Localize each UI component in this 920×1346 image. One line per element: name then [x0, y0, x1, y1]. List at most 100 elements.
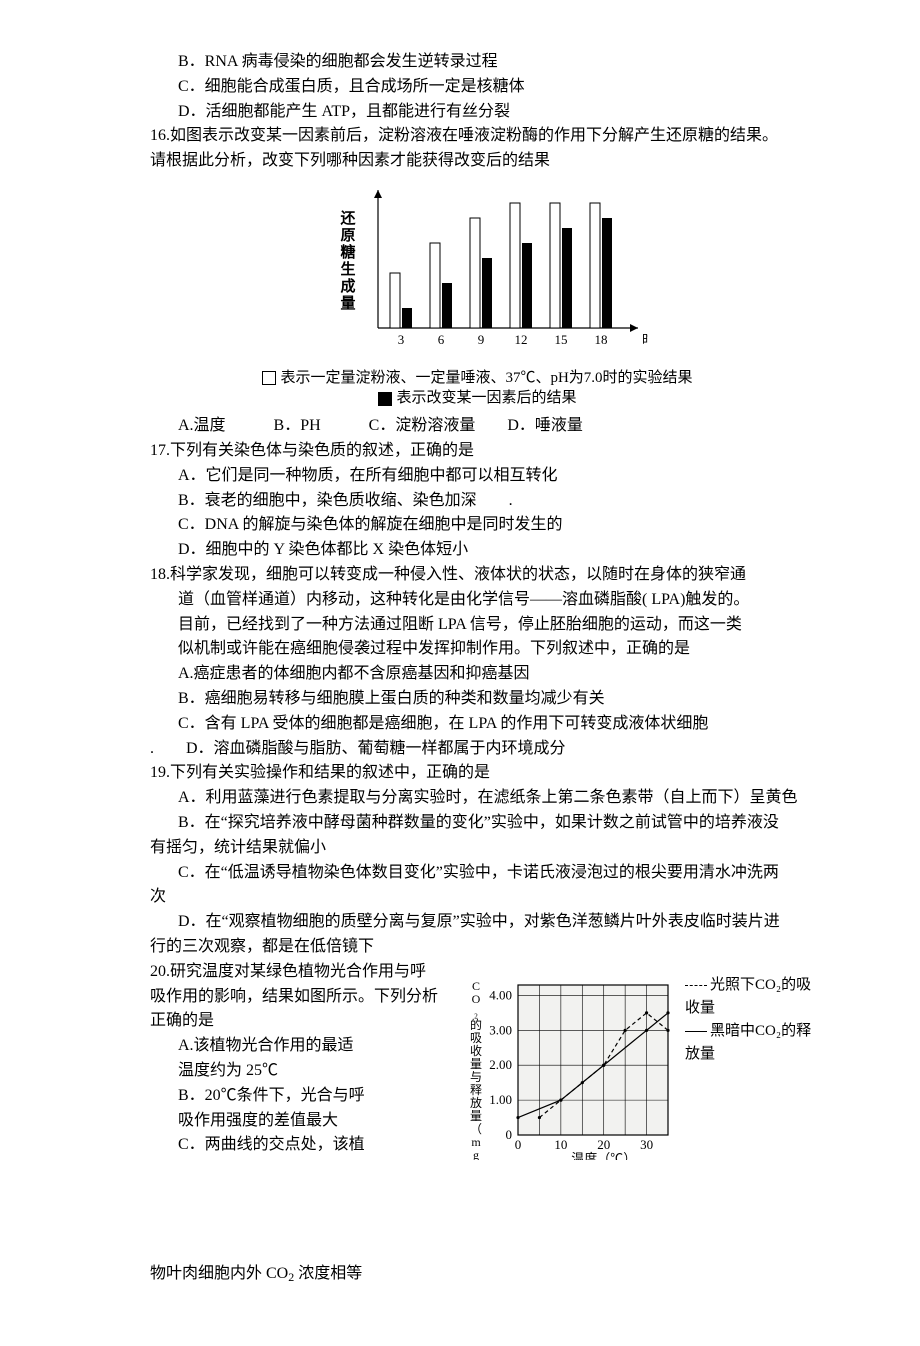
q20-right: 01.002.003.004.000102030温度（℃）CO₂的吸收量与释放量…: [450, 960, 805, 1262]
q18-stem-l2: 道（血管样通道）内移动，这种转化是由化学信号——溶血磷脂酸( LPA)触发的。: [150, 588, 805, 613]
svg-text:O: O: [472, 992, 481, 1006]
q19-option-b-l2: 有摇匀，统计结果就偏小: [150, 836, 805, 861]
svg-text:15: 15: [554, 332, 567, 347]
q20-stem-l3: 正确的是: [150, 1009, 450, 1034]
q20-stem-l1: 20.研究温度对某绿色植物光合作用与呼: [150, 960, 450, 985]
text: . D．溶血磷脂酸与脂肪、葡萄糖一样都属于内环境成分: [150, 740, 566, 757]
svg-text:量: 量: [470, 1109, 482, 1123]
legend-solid-text: 黑暗中CO₂的释放量: [685, 1023, 811, 1062]
q20-left: 20.研究温度对某绿色植物光合作用与呼 吸作用的影响，结果如图所示。下列分析 正…: [150, 960, 450, 1158]
text: C．含有 LPA 受体的细胞都是癌细胞，在 LPA 的作用下可转变成液体状细胞: [178, 715, 708, 732]
svg-text:温度（℃）: 温度（℃）: [571, 1151, 636, 1160]
text-post: 浓度相等: [294, 1265, 362, 1282]
svg-text:m: m: [471, 1135, 481, 1149]
svg-text:20: 20: [597, 1137, 610, 1152]
q18-option-b: B．癌细胞易转移与细胞膜上蛋白质的种类和数量均减少有关: [150, 687, 805, 712]
svg-text:18: 18: [594, 332, 607, 347]
svg-text:放: 放: [470, 1095, 482, 1110]
text: B．20℃条件下，光合与呼: [178, 1087, 365, 1104]
text: 16.如图表示改变某一因素前后，淀粉溶液在唾液淀粉酶的作用下分解产生还原糖的结果…: [150, 127, 778, 144]
svg-text:1.00: 1.00: [489, 1092, 512, 1107]
text: 17.下列有关染色体与染色质的叙述，正确的是: [150, 442, 474, 459]
text: 18.科学家发现，细胞可以转变成一种侵入性、液体状的状态，以随时在身体的狭窄通: [150, 566, 746, 583]
svg-text:生: 生: [340, 260, 355, 278]
svg-text:12: 12: [514, 332, 527, 347]
svg-text:9: 9: [477, 332, 484, 347]
svg-text:时间/分: 时间/分: [642, 332, 648, 347]
q20-row: 20.研究温度对某绿色植物光合作用与呼 吸作用的影响，结果如图所示。下列分析 正…: [150, 960, 805, 1262]
svg-text:10: 10: [554, 1137, 567, 1152]
legend-dash: 光照下CO₂的吸收量: [685, 974, 825, 1021]
svg-text:原: 原: [340, 227, 355, 244]
q20-legend: 光照下CO₂的吸收量 黑暗中CO₂的释放量: [685, 974, 825, 1067]
q20-option-b-l1: B．20℃条件下，光合与呼: [150, 1084, 450, 1109]
q19-option-a: A．利用蓝藻进行色素提取与分离实验时，在滤纸条上第二条色素带（自上而下）呈黄色: [150, 786, 805, 811]
svg-text:释: 释: [470, 1083, 482, 1097]
text: B．在“探究培养液中酵母菌种群数量的变化”实验中，如果计数之前试管中的培养液没: [178, 814, 779, 831]
legend-dash-text: 光照下CO₂的吸收量: [685, 977, 811, 1016]
text: B．衰老的细胞中，染色质收缩、染色加深 .: [178, 492, 513, 509]
q19-option-d-l1: D．在“观察植物细胞的质壁分离与复原”实验中，对紫色洋葱鳞片叶外表皮临时装片进: [150, 910, 805, 935]
text: C．细胞能合成蛋白质，且合成场所一定是核糖体: [178, 78, 525, 95]
text: 吸作用的影响，结果如图所示。下列分析: [150, 988, 438, 1005]
q16-chart: 还原糖生成量369121518时间/分: [150, 178, 805, 362]
q18-option-d: . D．溶血磷脂酸与脂肪、葡萄糖一样都属于内环境成分: [150, 737, 805, 762]
legend-black-text: 表示改变某一因素后的结果: [396, 390, 576, 406]
svg-text:量: 量: [470, 1057, 482, 1071]
q19-option-b-l1: B．在“探究培养液中酵母菌种群数量的变化”实验中，如果计数之前试管中的培养液没: [150, 811, 805, 836]
svg-text:0: 0: [515, 1137, 522, 1152]
q20-option-a-l2: 温度约为 25℃: [150, 1059, 450, 1084]
svg-text:g: g: [473, 1148, 479, 1160]
svg-text:4.00: 4.00: [489, 987, 512, 1002]
q19-stem: 19.下列有关实验操作和结果的叙述中，正确的是: [150, 761, 805, 786]
q18-stem-l4: 似机制或许能在癌细胞侵袭过程中发挥抑制作用。下列叙述中，正确的是: [150, 637, 805, 662]
svg-text:成: 成: [340, 277, 355, 295]
svg-text:3.00: 3.00: [489, 1022, 512, 1037]
text: 有摇匀，统计结果就偏小: [150, 839, 326, 856]
text: 道（血管样通道）内移动，这种转化是由化学信号——溶血磷脂酸( LPA)触发的。: [178, 591, 749, 608]
text: D．活细胞都能产生 ATP，且都能进行有丝分裂: [178, 103, 510, 120]
svg-text:的: 的: [470, 1017, 482, 1032]
text: D．在“观察植物细胞的质壁分离与复原”实验中，对紫色洋葱鳞片叶外表皮临时装片进: [178, 913, 780, 930]
q18-option-c: C．含有 LPA 受体的细胞都是癌细胞，在 LPA 的作用下可转变成液体状细胞: [150, 712, 805, 737]
q15-option-c: C．细胞能合成蛋白质，且合成场所一定是核糖体: [150, 75, 805, 100]
text: 温度约为 25℃: [178, 1062, 278, 1079]
text: 目前，已经找到了一种方法通过阻断 LPA 信号，停止胚胎细胞的运动，而这一类: [178, 616, 742, 633]
text: A.癌症患者的体细胞内都不含原癌基因和抑癌基因: [178, 665, 530, 682]
text: C．在“低温诱导植物染色体数目变化”实验中，卡诺氏液浸泡过的根尖要用清水冲洗两: [178, 864, 779, 881]
q18-option-a: A.癌症患者的体细胞内都不含原癌基因和抑癌基因: [150, 662, 805, 687]
text: 19.下列有关实验操作和结果的叙述中，正确的是: [150, 764, 490, 781]
dash-icon: [685, 985, 707, 986]
text: 请根据此分析，改变下列哪种因素才能获得改变后的结果: [150, 152, 550, 169]
q20-stem-l2: 吸作用的影响，结果如图所示。下列分析: [150, 985, 450, 1010]
text: C．DNA 的解旋与染色体的解旋在细胞中是同时发生的: [178, 516, 562, 533]
q15-option-b: B．RNA 病毒侵染的细胞都会发生逆转录过程: [150, 50, 805, 75]
text: 正确的是: [150, 1012, 214, 1029]
q20-option-c-l1: C．两曲线的交点处，该植: [150, 1133, 450, 1158]
q16-options: A.温度 B．PH C．淀粉溶液量 D．唾液量: [150, 414, 805, 439]
q16-legend: 表示一定量淀粉液、一定量唾液、37℃、pH为7.0时的实验结果 表示改变某一因素…: [150, 368, 805, 409]
svg-text:30: 30: [640, 1137, 653, 1152]
q16-stem-line1: 16.如图表示改变某一因素前后，淀粉溶液在唾液淀粉酶的作用下分解产生还原糖的结果…: [150, 124, 805, 149]
text: 行的三次观察，都是在低倍镜下: [150, 938, 374, 955]
text-pre: 物叶肉细胞内外 CO: [150, 1265, 288, 1282]
svg-text:₂: ₂: [474, 1005, 478, 1019]
q16-stem-line2: 请根据此分析，改变下列哪种因素才能获得改变后的结果: [150, 149, 805, 174]
q15-option-d: D．活细胞都能产生 ATP，且都能进行有丝分裂: [150, 100, 805, 125]
svg-text:还: 还: [339, 209, 356, 227]
text: A.该植物光合作用的最适: [178, 1037, 354, 1054]
q18-stem-l1: 18.科学家发现，细胞可以转变成一种侵入性、液体状的状态，以随时在身体的狭窄通: [150, 563, 805, 588]
q20-option-b-l2: 吸作用强度的差值最大: [150, 1109, 450, 1134]
q17-option-b: B．衰老的细胞中，染色质收缩、染色加深 .: [150, 489, 805, 514]
q19-option-d-l2: 行的三次观察，都是在低倍镜下: [150, 935, 805, 960]
legend-white-text: 表示一定量淀粉液、一定量唾液、37℃、pH为7.0时的实验结果: [280, 370, 692, 386]
text: D．细胞中的 Y 染色体都比 X 染色体短小: [178, 541, 468, 558]
svg-text:（: （: [470, 1122, 482, 1136]
q18-stem-l3: 目前，已经找到了一种方法通过阻断 LPA 信号，停止胚胎细胞的运动，而这一类: [150, 613, 805, 638]
q17-option-a: A．它们是同一种物质，在所有细胞中都可以相互转化: [150, 464, 805, 489]
text: A．它们是同一种物质，在所有细胞中都可以相互转化: [178, 467, 558, 484]
svg-text:2.00: 2.00: [489, 1057, 512, 1072]
q17-option-c: C．DNA 的解旋与染色体的解旋在细胞中是同时发生的: [150, 513, 805, 538]
legend-solid: 黑暗中CO₂的释放量: [685, 1020, 825, 1067]
svg-text:收: 收: [470, 1044, 482, 1058]
